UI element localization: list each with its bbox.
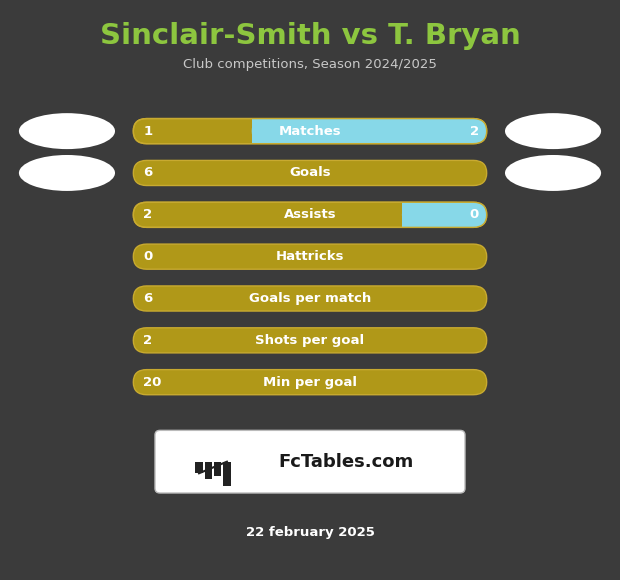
Bar	[402, 202, 415, 227]
Text: 2: 2	[143, 208, 153, 222]
Bar	[205, 462, 212, 479]
Text: Min per goal: Min per goal	[263, 376, 357, 389]
Text: 1: 1	[143, 125, 153, 137]
Text: Shots per goal: Shots per goal	[255, 334, 365, 347]
FancyBboxPatch shape	[133, 202, 487, 227]
Text: Matches: Matches	[278, 125, 342, 137]
FancyBboxPatch shape	[133, 286, 487, 311]
Text: 6: 6	[143, 166, 153, 179]
Text: 20: 20	[143, 376, 162, 389]
FancyBboxPatch shape	[133, 118, 487, 144]
Ellipse shape	[505, 113, 601, 149]
Text: 2: 2	[469, 125, 479, 137]
FancyBboxPatch shape	[252, 118, 487, 144]
Text: Sinclair-Smith vs T. Bryan: Sinclair-Smith vs T. Bryan	[100, 22, 520, 50]
FancyBboxPatch shape	[133, 244, 487, 269]
Text: 0: 0	[143, 250, 153, 263]
FancyBboxPatch shape	[133, 369, 487, 395]
Ellipse shape	[505, 155, 601, 191]
Text: 22 february 2025: 22 february 2025	[246, 526, 374, 539]
Bar	[223, 462, 231, 486]
Text: Goals per match: Goals per match	[249, 292, 371, 305]
FancyBboxPatch shape	[133, 328, 487, 353]
Text: Hattricks: Hattricks	[276, 250, 344, 263]
Text: Assists: Assists	[284, 208, 336, 222]
Text: 2: 2	[143, 334, 153, 347]
Bar	[195, 462, 203, 473]
FancyBboxPatch shape	[402, 202, 487, 227]
FancyBboxPatch shape	[155, 430, 465, 493]
Text: Club competitions, Season 2024/2025: Club competitions, Season 2024/2025	[183, 58, 437, 71]
Bar	[252, 118, 265, 144]
Ellipse shape	[19, 113, 115, 149]
FancyBboxPatch shape	[133, 161, 487, 186]
Text: 0: 0	[469, 208, 479, 222]
Text: FcTables.com: FcTables.com	[279, 452, 414, 471]
Text: Goals: Goals	[289, 166, 331, 179]
Text: 6: 6	[143, 292, 153, 305]
Ellipse shape	[19, 155, 115, 191]
Bar	[214, 462, 221, 476]
